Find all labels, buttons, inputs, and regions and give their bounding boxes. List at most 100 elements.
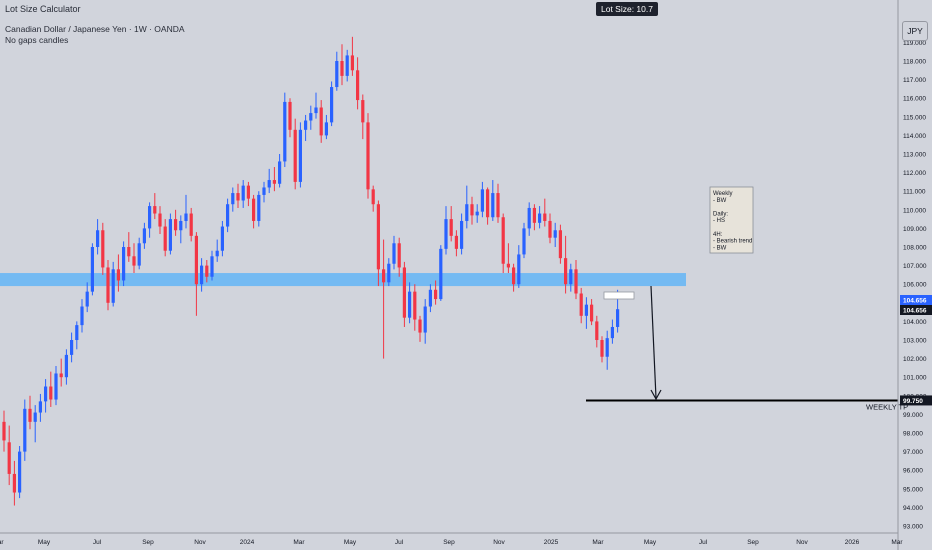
candle [142,222,146,249]
candle [33,405,37,443]
candle-body [44,386,48,402]
x-tick-label: 2025 [544,539,559,546]
y-tick-label: 103.000 [903,338,927,345]
candle [418,315,422,342]
candle-body [444,219,448,249]
candle [231,187,235,212]
candle [366,113,370,199]
candle-body [460,220,464,249]
candle [402,261,406,327]
candle [283,92,287,168]
candle [439,245,443,301]
y-tick-label: 106.000 [903,282,927,289]
note-line: - Bearish trend [713,239,752,245]
candle-body [480,189,484,212]
current-price-tag-text: 104.656 [903,308,927,315]
candle [538,206,542,229]
candle [579,287,583,324]
x-tick-label: Jul [93,539,102,546]
x-tick-label: Mar [592,539,604,546]
candle-body [454,235,458,249]
resistance-zone[interactable] [0,273,686,287]
candle [496,183,500,223]
candle [564,235,568,294]
candle-body [272,180,276,184]
candle-body [371,189,375,205]
x-tick-label: Sep [443,539,455,546]
candle [267,168,271,194]
candle [106,260,110,311]
candle [491,180,495,221]
candle [38,393,42,422]
candle-body [179,220,183,231]
candle [28,395,32,430]
symbol-subtitle: No gaps candles [5,35,69,45]
candle-body [96,230,100,247]
candle [387,258,391,287]
candle [220,220,224,257]
candle-body [522,228,526,255]
candle-body [163,226,167,251]
y-tick-label: 119.000 [903,40,926,47]
candle-body [278,161,282,184]
candle-body [434,289,438,300]
candle [595,315,599,348]
x-tick-label: Mar [891,539,903,546]
candle [345,49,349,82]
currency-button[interactable]: JPY [902,21,928,41]
candle [335,51,339,91]
candle [501,213,505,274]
candle [532,204,536,231]
y-tick-label: 117.000 [903,77,926,84]
candle [205,260,209,283]
note-box [709,186,754,254]
candle-body [616,309,620,327]
x-tick-label: May [38,539,51,546]
candle [18,446,22,499]
candle [558,224,562,264]
y-tick-label: 104.000 [903,319,927,326]
candle [376,200,380,287]
x-tick-label: Sep [142,539,154,546]
x-tick-label: Nov [493,539,505,546]
target-arrow-line[interactable] [650,285,657,399]
current-price-tag-upper-text: 104.656 [903,298,927,305]
candle-body [205,265,209,277]
indicator-title[interactable]: Lot Size Calculator [5,4,81,14]
candle-body [132,256,136,266]
marker-box[interactable] [603,291,635,300]
candle-body [116,269,120,281]
candle [148,202,152,238]
candle [49,371,53,407]
current-price-tag-upper: 104.656 [900,295,932,305]
candle [423,299,427,344]
y-tick-label: 99.000 [903,412,923,419]
candle-body [548,220,552,238]
lot-size-badge: Lot Size: 10.7 [596,2,658,16]
candle-body [538,213,542,223]
candle [470,196,474,225]
candle [293,118,297,190]
candle-body [220,226,224,251]
candle [241,180,245,208]
candle [397,237,401,277]
candle-body [2,421,6,441]
symbol-title[interactable]: Canadian Dollar / Japanese Yen · 1W · OA… [5,24,185,34]
x-tick-label: Jul [699,539,708,546]
y-tick-label: 118.000 [903,59,926,66]
candle [465,185,469,229]
candle [226,198,230,233]
candle-body [486,189,490,218]
candle [553,222,557,247]
note-line: - HS [713,218,725,224]
candle [361,94,365,140]
y-tick-label: 101.000 [903,375,927,382]
candle [527,202,531,236]
candle-body [257,194,261,221]
candle-body [579,293,583,316]
candle [168,213,172,255]
note-line: - BW [713,245,727,251]
candle [2,410,6,452]
